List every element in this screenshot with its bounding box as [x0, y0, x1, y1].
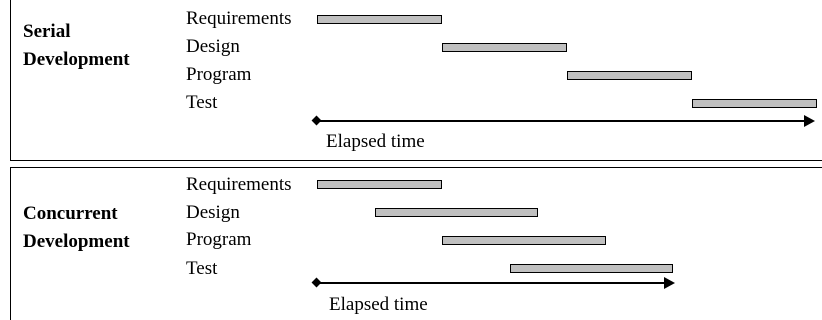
elapsed-time-arrow [317, 115, 815, 127]
title-line-1: Concurrent [23, 203, 118, 224]
title-line-2: Development [23, 231, 130, 252]
task-bar-test [692, 99, 817, 108]
task-label-requirements: Requirements [186, 8, 292, 29]
task-bar-design [442, 43, 567, 52]
task-label-design: Design [186, 202, 240, 223]
task-label-program: Program [186, 229, 252, 250]
panel-title: Concurrent Development [23, 200, 130, 256]
task-bar-requirements [317, 180, 442, 189]
task-bar-requirements [317, 15, 442, 24]
task-label-requirements: Requirements [186, 174, 292, 195]
task-bar-program [567, 71, 692, 80]
elapsed-time-label: Elapsed time [329, 294, 428, 315]
task-label-test: Test [186, 258, 218, 279]
panel-title: Serial Development [23, 18, 130, 74]
elapsed-time-label: Elapsed time [326, 131, 425, 152]
concurrent-development-panel: Concurrent Development Requirements Desi… [10, 167, 822, 320]
title-line-1: Serial [23, 21, 71, 42]
task-label-design: Design [186, 36, 240, 57]
task-label-program: Program [186, 64, 252, 85]
elapsed-time-arrow [317, 277, 675, 289]
serial-development-panel: Serial Development Requirements Design P… [10, 0, 822, 161]
task-bar-design [374, 208, 539, 217]
task-bar-test [509, 264, 674, 273]
task-label-test: Test [186, 92, 218, 113]
title-line-2: Development [23, 49, 130, 70]
task-bar-program [442, 236, 606, 245]
